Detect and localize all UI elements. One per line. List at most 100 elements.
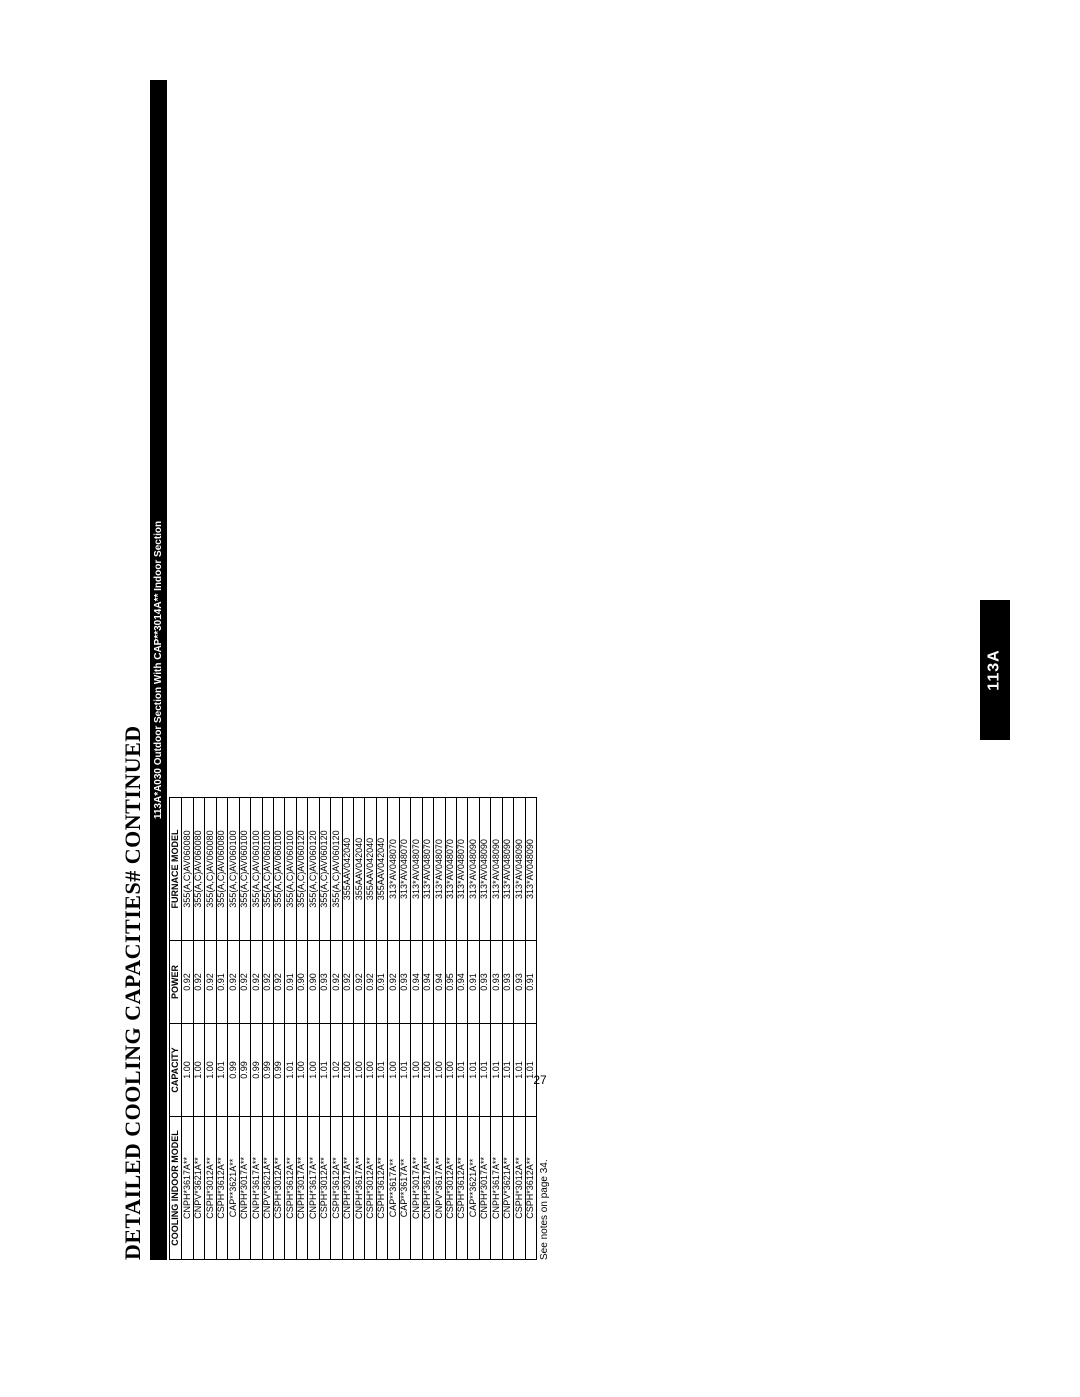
cell-power: 0.90 [308,941,319,1024]
cell-capacity: 1.00 [193,1024,204,1117]
cell-power: 0.93 [399,941,410,1024]
cell-power: 0.92 [365,941,376,1024]
cell-furnace: 313*AV048070 [399,798,410,941]
cell-power: 0.92 [262,941,273,1024]
cell-power: 0.92 [273,941,284,1024]
cell-model: CNPH*3017A** [411,1117,422,1260]
cell-furnace: 355(A,C)AV060120 [308,798,319,941]
cooling-capacities-table: COOLING INDOOR MODEL CAPACITY POWER FURN… [169,797,537,1260]
cell-power: 0.94 [411,941,422,1024]
cell-capacity: 1.00 [296,1024,307,1117]
cell-model: CNPH*3617A** [422,1117,433,1260]
cell-model: CNPV*3621A** [193,1117,204,1260]
col-header-capacity: CAPACITY [170,1024,182,1117]
cell-power: 0.92 [182,941,193,1024]
cell-furnace: 313*AV048090 [468,798,479,941]
cell-model: CSPH*3012A** [514,1117,525,1260]
cell-capacity: 1.00 [354,1024,365,1117]
cell-capacity: 1.01 [468,1024,479,1117]
cell-power: 0.93 [514,941,525,1024]
cell-capacity: 1.00 [411,1024,422,1117]
cell-model: CSPH*3612A** [331,1117,342,1260]
cell-furnace: 355(A,C)AV060120 [319,798,330,941]
table-row: CSPH*3012A**1.000.92355AAV042040 [365,798,376,1260]
cell-model: CNPH*3017A** [296,1117,307,1260]
table-row: CAP**3621A**0.990.92355(A,C)AV060100 [228,798,239,1260]
cell-capacity: 0.99 [251,1024,262,1117]
cell-capacity: 1.00 [445,1024,456,1117]
cell-furnace: 355AAV042040 [342,798,353,941]
cell-furnace: 355(A,C)AV060100 [262,798,273,941]
cell-model: CNPH*3617A** [491,1117,502,1260]
cell-furnace: 313*AV048070 [445,798,456,941]
cell-furnace: 313*AV048070 [411,798,422,941]
cell-furnace: 355AAV042040 [365,798,376,941]
cell-power: 0.93 [319,941,330,1024]
cell-power: 0.92 [193,941,204,1024]
cell-furnace: 313*AV048090 [514,798,525,941]
cell-capacity: 1.01 [502,1024,513,1117]
col-header-power: POWER [170,941,182,1024]
table-row: CSPH*3612A**1.010.91355(A,C)AV060080 [216,798,227,1260]
cell-capacity: 1.01 [456,1024,467,1117]
table-row: CNPV*3621A**1.000.92355(A,C)AV060080 [193,798,204,1260]
cell-capacity: 1.01 [514,1024,525,1117]
cell-model: CNPH*3017A** [239,1117,250,1260]
cell-furnace: 355(A,C)AV060120 [296,798,307,941]
cell-model: CNPH*3017A** [479,1117,490,1260]
cell-power: 0.91 [285,941,296,1024]
table-row: CNPV*3617A**1.000.94313*AV048070 [434,798,445,1260]
table-row: CAP**3621A**1.010.91313*AV048090 [468,798,479,1260]
table-row: CSPH*3612A**1.010.91355(A,C)AV060100 [285,798,296,1260]
cell-furnace: 355(A,C)AV060100 [285,798,296,941]
cell-furnace: 355AAV042040 [376,798,387,941]
cell-power: 0.92 [228,941,239,1024]
cell-model: CNPH*3617A** [182,1117,193,1260]
table-row: CNPH*3617A**1.000.92355(A,C)AV060080 [182,798,193,1260]
cell-furnace: 355AAV042040 [354,798,365,941]
cell-power: 0.93 [479,941,490,1024]
cell-model: CAP**3621A** [228,1117,239,1260]
cell-capacity: 1.02 [331,1024,342,1117]
table-row: CNPV*3621A**1.010.93313*AV048090 [502,798,513,1260]
table-row: CNPH*3017A**0.990.92355(A,C)AV060100 [239,798,250,1260]
cell-power: 0.90 [296,941,307,1024]
cell-model: CNPV*3621A** [502,1117,513,1260]
cell-furnace: 313*AV048090 [502,798,513,941]
cell-model: CSPH*3612A** [216,1117,227,1260]
cell-model: CSPH*3612A** [376,1117,387,1260]
cell-furnace: 355(A,C)AV060100 [228,798,239,941]
cell-power: 0.92 [354,941,365,1024]
cell-power: 0.91 [376,941,387,1024]
cell-furnace: 355(A,C)AV060080 [193,798,204,941]
table-row: CSPH*3612A**1.010.91313*AV048090 [525,798,536,1260]
table-row: CSPH*3012A**1.000.95313*AV048070 [445,798,456,1260]
cell-power: 0.92 [239,941,250,1024]
cell-power: 0.92 [342,941,353,1024]
section-tab: 113A [980,600,1010,740]
cell-model: CSPH*3012A** [445,1117,456,1260]
cell-furnace: 313*AV048090 [491,798,502,941]
cell-power: 0.92 [331,941,342,1024]
cell-capacity: 1.01 [479,1024,490,1117]
cell-capacity: 1.00 [434,1024,445,1117]
cell-power: 0.94 [456,941,467,1024]
table-row: CNPH*3017A**1.000.94313*AV048070 [411,798,422,1260]
cell-capacity: 0.99 [262,1024,273,1117]
cell-model: CAP**3617A** [388,1117,399,1260]
cell-model: CNPH*3617A** [354,1117,365,1260]
cell-model: CSPH*3612A** [285,1117,296,1260]
table-row: CSPH*3612A**1.010.94313*AV048070 [456,798,467,1260]
cell-model: CAP**3617A** [399,1117,410,1260]
cell-capacity: 1.00 [308,1024,319,1117]
table-row: CSPH*3012A**1.010.93313*AV048090 [514,798,525,1260]
table-row: CSPH*3612A**1.010.91355AAV042040 [376,798,387,1260]
col-header-model: COOLING INDOOR MODEL [170,1117,182,1260]
table-row: CNPH*3617A**1.010.93313*AV048090 [491,798,502,1260]
cell-model: CNPH*3617A** [308,1117,319,1260]
cell-power: 0.91 [525,941,536,1024]
cell-capacity: 1.00 [365,1024,376,1117]
table-row: CNPH*3617A**1.000.94313*AV048070 [422,798,433,1260]
cell-furnace: 355(A,C)AV060080 [205,798,216,941]
cell-model: CNPV*3617A** [434,1117,445,1260]
